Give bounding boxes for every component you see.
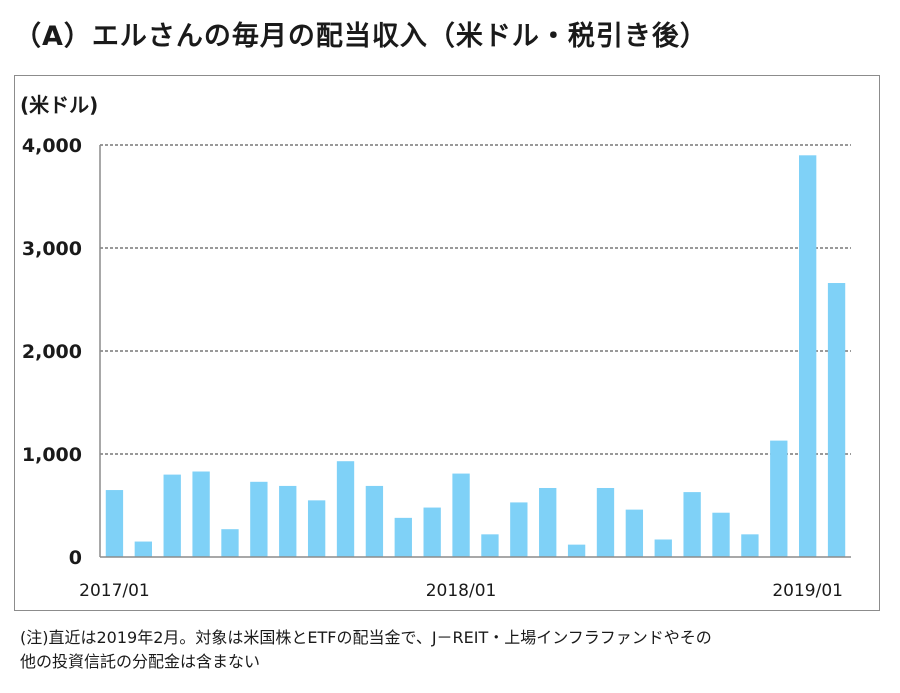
bar-2019/01 — [799, 155, 817, 558]
y-tick-label: 2,000 — [22, 341, 82, 363]
bar-2018/03 — [510, 502, 528, 557]
bar-2017/07 — [279, 485, 297, 557]
bar-2018/11 — [741, 534, 759, 557]
y-tick-label: 3,000 — [22, 238, 82, 260]
chart-frame: (米ドル) 0 1,000 2,000 3,000 4,000 2017/01 2018/01… — [14, 75, 880, 611]
bar-2017/04 — [192, 471, 210, 557]
bar-2017/10 — [365, 485, 384, 557]
y-tick-label: 4,000 — [22, 135, 82, 157]
bar-2018/04 — [539, 487, 557, 557]
footnote: (注)直近は2019年2月。対象は米国株とETFの配当金で、J－REIT・上場イ… — [20, 626, 880, 674]
bar-2017/09 — [336, 461, 355, 557]
y-axis-label: (米ドル) — [20, 93, 98, 117]
x-tick-label: 2017/01 — [79, 581, 150, 601]
y-tick-label: 1,000 — [22, 444, 82, 466]
bar-2018/02 — [481, 534, 499, 557]
bar-2018/09 — [683, 492, 701, 557]
footnote-line-1: (注)直近は2019年2月。対象は米国株とETFの配当金で、J－REIT・上場イ… — [20, 628, 712, 647]
bar-2017/02 — [134, 541, 152, 557]
page-title: （A）エルさんの毎月の配当収入（米ドル・税引き後） — [14, 21, 708, 52]
bar-2018/06 — [596, 487, 615, 557]
bar-2017/08 — [307, 500, 326, 557]
bar-2018/10 — [712, 512, 730, 557]
bar-chart: (米ドル) 0 1,000 2,000 3,000 4,000 2017/01 2018/01… — [20, 93, 851, 601]
x-tick-label: 2019/01 — [772, 581, 843, 601]
bar-2018/07 — [625, 509, 644, 557]
bar-2018/08 — [654, 539, 672, 557]
bar-2017/06 — [250, 481, 268, 557]
bar-2018/05 — [567, 544, 586, 557]
x-tick-label: 2018/01 — [426, 581, 497, 601]
bar-2017/03 — [163, 474, 181, 557]
bar-2017/11 — [394, 517, 412, 557]
bar-2019/02 — [827, 283, 846, 557]
bar-2017/01 — [105, 490, 124, 557]
bar-2018/12 — [770, 440, 788, 557]
bar-2018/01 — [452, 473, 470, 557]
bar-2017/12 — [423, 507, 441, 557]
bar-2017/05 — [221, 529, 239, 557]
footnote-line-2: 他の投資信託の分配金は含まない — [20, 652, 261, 671]
y-tick-label: 0 — [69, 547, 82, 569]
